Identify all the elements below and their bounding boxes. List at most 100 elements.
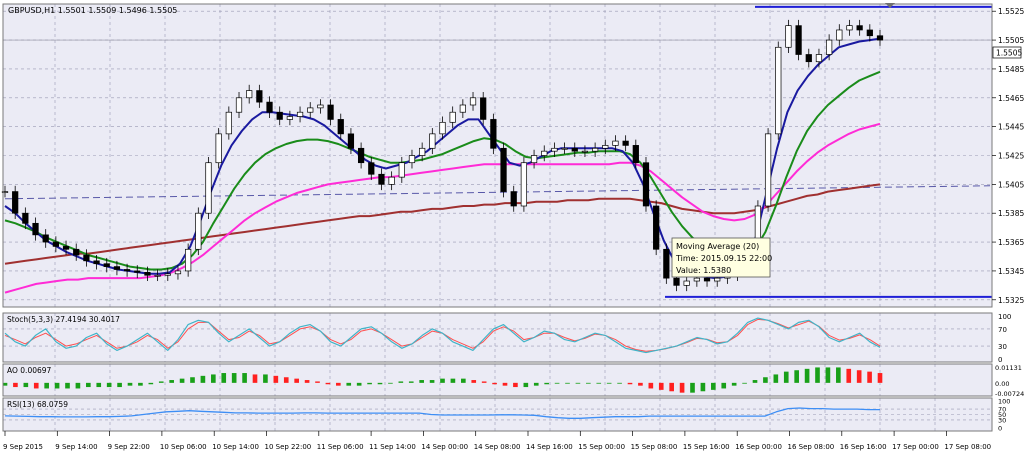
candle [42, 229, 49, 248]
ao-bar [690, 382, 695, 393]
candle-body [419, 147, 426, 156]
stochastic-pane[interactable]: Stoch(5,3,3) 27.4194 30.4017 100 70 30 0 [2, 312, 1011, 364]
ao-bar [86, 382, 91, 388]
ao-bar [304, 380, 310, 383]
symbol-label: GBPUSD,H1 1.5501 1.5509 1.5496 1.5505 [8, 6, 177, 15]
candle-body [653, 205, 660, 250]
candle [256, 84, 263, 108]
candle [490, 113, 497, 155]
candle [642, 156, 650, 212]
ao-bar [242, 373, 247, 383]
candle [103, 257, 110, 273]
candle-body [205, 162, 212, 214]
candle [876, 29, 884, 46]
candle-body [683, 280, 690, 286]
ao-bar [106, 382, 112, 388]
ao-bar [471, 380, 477, 383]
stoch-level-label: 0 [998, 356, 1002, 364]
candle-body [805, 54, 812, 63]
ao-bar [513, 382, 518, 388]
candle [571, 142, 578, 157]
rsi-pane-border [2, 397, 993, 432]
candle [866, 24, 873, 42]
candle [347, 128, 355, 155]
candle [307, 102, 314, 118]
price-tick-label: 1.5365 [998, 238, 1024, 247]
time-tick-label: 9 Sep 14:00 [55, 443, 97, 451]
candle-body [571, 147, 578, 152]
current-price-label: 1.5505 [996, 49, 1022, 58]
candle [469, 92, 477, 111]
candle [164, 268, 171, 282]
ao-bar [336, 382, 341, 386]
candle [500, 142, 507, 198]
main-price-pane[interactable]: GBPUSD,H1 1.5501 1.5509 1.5496 1.5505 1.… [1, 3, 1024, 308]
ao-bar [700, 382, 706, 392]
ao-bar [273, 375, 279, 383]
rsi-label: RSI(13) 68.0759 [7, 400, 68, 409]
candle-body [134, 270, 141, 273]
candle-body [408, 155, 416, 164]
candle-body [876, 35, 884, 41]
ao-bar [190, 377, 195, 383]
candle [388, 171, 395, 191]
stoch-plot-area[interactable] [3, 313, 992, 362]
candle-body [490, 119, 497, 149]
candle [296, 106, 304, 123]
ao-grid [54, 364, 936, 396]
ao-plot-area[interactable] [3, 364, 992, 396]
price-tick-label: 1.5525 [998, 7, 1024, 16]
ao-bar [169, 380, 174, 383]
candle [846, 19, 853, 36]
candle [185, 243, 192, 277]
candle [581, 145, 589, 157]
ao-bar [502, 382, 508, 386]
ao-bar [523, 382, 529, 388]
candle-body [276, 111, 283, 120]
candle-body [12, 191, 19, 214]
candle [195, 207, 202, 256]
candle-body [256, 90, 263, 103]
candle-body [866, 29, 873, 37]
stoch-level-label: 100 [998, 313, 1011, 321]
candle [205, 156, 212, 219]
ao-bar [138, 382, 143, 386]
time-tick-label: 16 Sep 16:00 [840, 443, 887, 451]
ao-bar [65, 382, 70, 389]
candle [510, 185, 517, 212]
price-tick-label: 1.5345 [998, 267, 1024, 276]
ao-bar [763, 377, 768, 383]
awesome-oscillator-pane[interactable]: AO 0.00697 0.01131 0.00 -0.00724 [2, 363, 1024, 398]
candle [815, 48, 823, 68]
candle-body [225, 111, 232, 135]
candle [785, 19, 792, 54]
ao-bar [127, 382, 133, 386]
time-tick-label: 14 Sep 16:00 [526, 443, 573, 451]
ao-level-label: 0.01131 [995, 364, 1022, 372]
candle [530, 149, 538, 169]
candle [235, 92, 243, 118]
price-axis: 1.5525 1.5505 1.5485 1.5465 1.5445 1.5425 1.54… [992, 7, 1024, 305]
ao-bar [388, 382, 393, 384]
rsi-level-label: 70 [998, 406, 1006, 414]
ma-slow-line [4, 122, 881, 294]
time-tick-label: 9 Sep 22:00 [108, 443, 150, 451]
tooltip-box [671, 237, 771, 278]
candle [276, 106, 283, 126]
candle-body [510, 191, 517, 207]
candle [398, 156, 405, 183]
candle-body [103, 263, 110, 267]
rsi-level-label: 100 [998, 398, 1010, 406]
candle [327, 99, 334, 126]
candle-body [642, 162, 650, 207]
dropdown-arrow-icon[interactable] [885, 3, 895, 8]
time-tick-label: 14 Sep 00:00 [421, 443, 468, 451]
rsi-level-label: 30 [998, 416, 1006, 424]
candle [449, 106, 456, 129]
ao-bar [325, 382, 331, 385]
candle [246, 84, 253, 104]
ao-bar [856, 370, 862, 383]
